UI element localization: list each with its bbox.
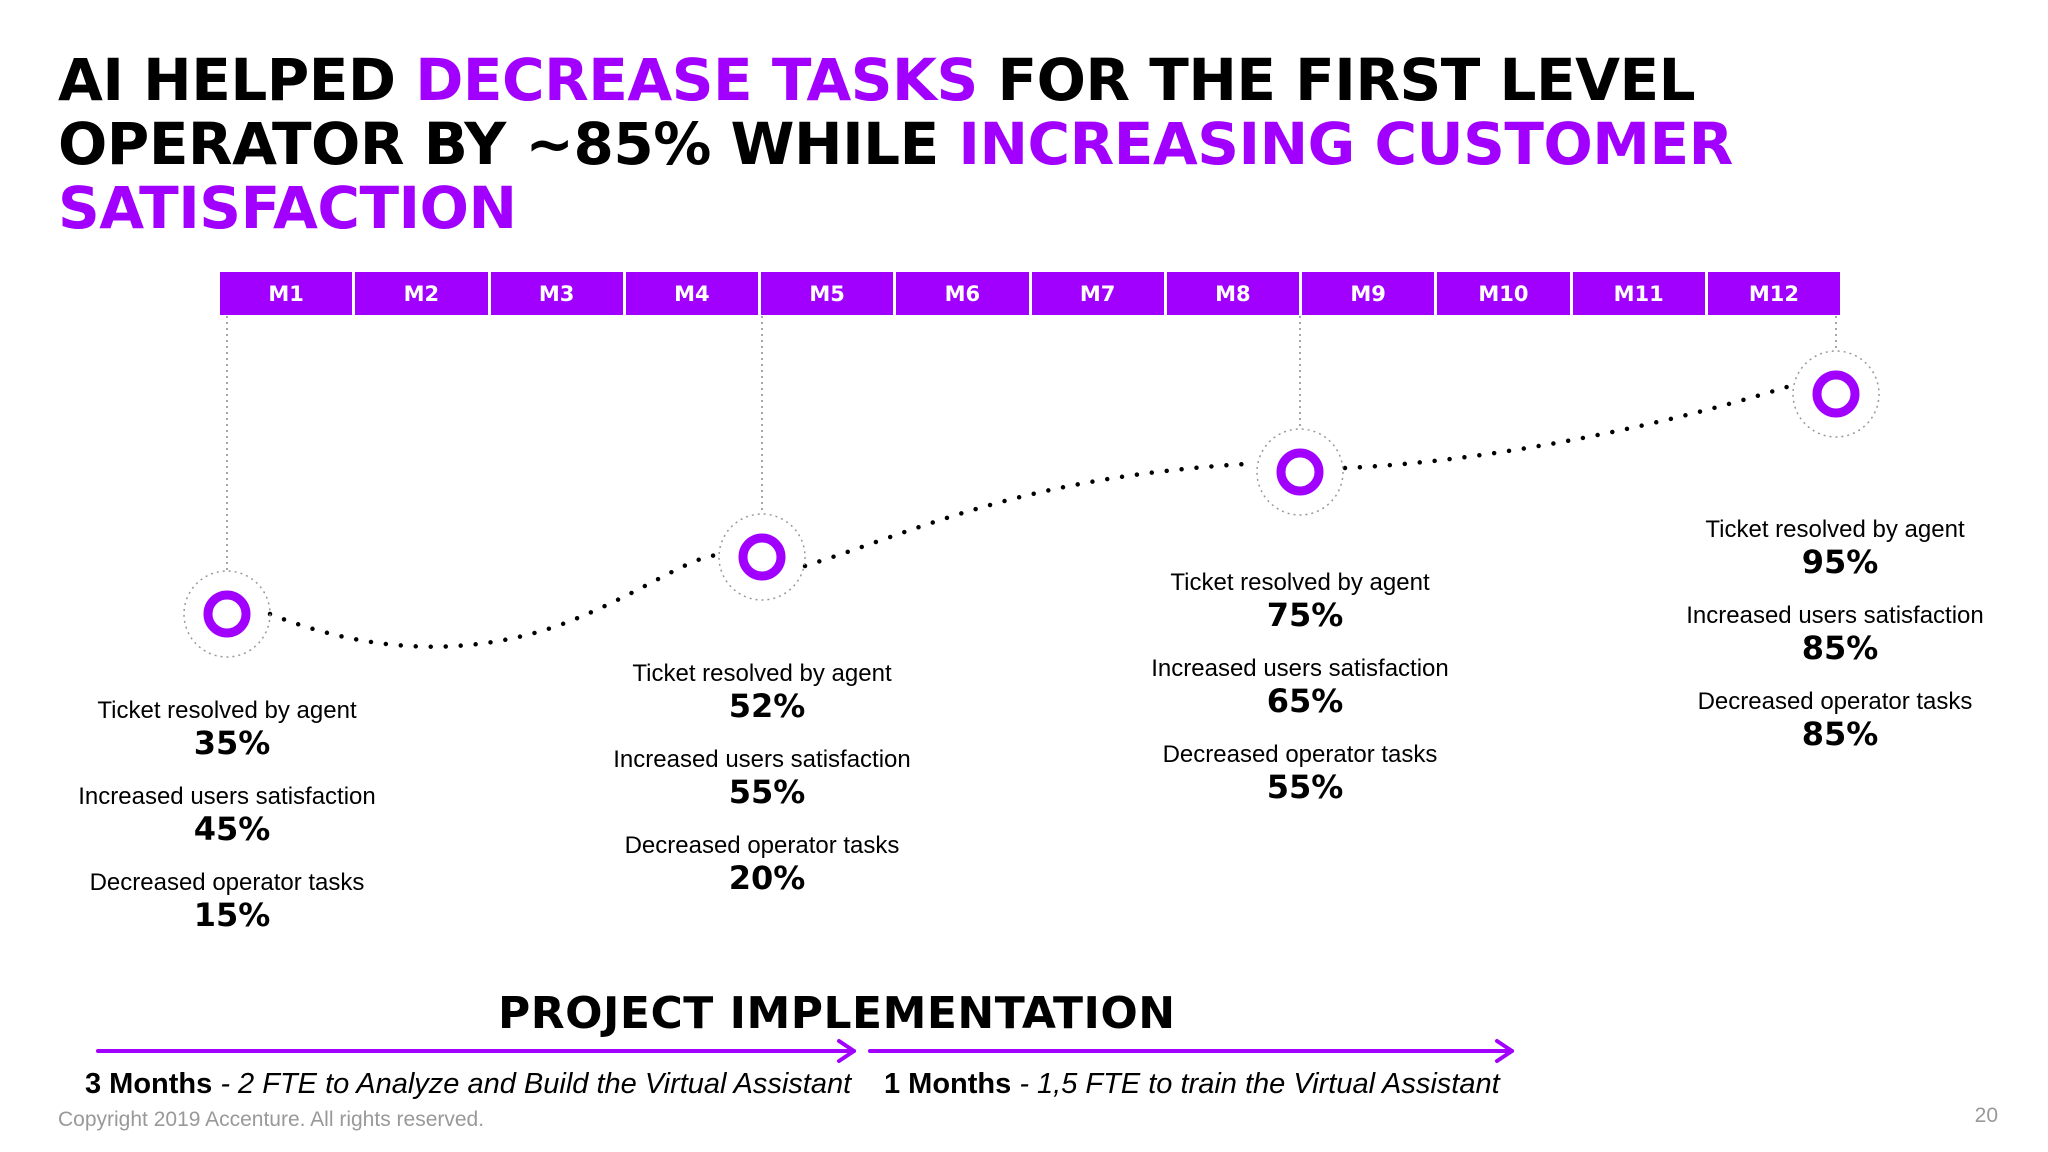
title-highlight-decrease-tasks: DECREASE TASKS: [415, 46, 978, 114]
month-m5: M5: [758, 272, 894, 315]
stat-operator-tasks: Decreased operator tasks 20%: [552, 832, 972, 896]
stat-label: Increased users satisfaction: [1151, 655, 1449, 682]
month-m4: M4: [622, 272, 758, 315]
project-implementation-title: PROJECT IMPLEMENTATION: [498, 988, 1176, 1039]
phase-2-caption: 1 Months - 1,5 FTE to train the Virtual …: [884, 1068, 1500, 1101]
stat-label: Ticket resolved by agent: [97, 697, 357, 724]
phase-arrow-2-head: [1495, 1039, 1514, 1063]
stat-value: 45%: [193, 810, 271, 848]
slide-title: AI HELPED DECREASE TASKS FOR THE FIRST L…: [58, 48, 2018, 240]
title-part-3: FOR THE FIRST LEVEL OPERATOR BY ~85% WHI…: [58, 46, 1696, 178]
month-m10: M10: [1434, 272, 1570, 315]
stat-label: Ticket resolved by agent: [1705, 516, 1965, 543]
stat-label: Increased users satisfaction: [1686, 602, 1984, 629]
title-part-1: AI HELPED: [58, 46, 416, 114]
stat-value: 75%: [1266, 596, 1344, 634]
phase-2-description: - 1,5 FTE to train the Virtual Assistant: [1011, 1068, 1500, 1100]
milestone-stats-m1: Ticket resolved by agent 35% Increased u…: [17, 697, 437, 955]
month-m8: M8: [1163, 272, 1299, 315]
month-m6: M6: [893, 272, 1029, 315]
month-m3: M3: [487, 272, 623, 315]
month-m7: M7: [1028, 272, 1164, 315]
stat-ticket-resolved: Ticket resolved by agent 75%: [1090, 569, 1510, 633]
stat-ticket-resolved: Ticket resolved by agent 35%: [17, 697, 437, 761]
month-m12: M12: [1704, 272, 1840, 315]
stat-label: Decreased operator tasks: [1697, 688, 1973, 715]
title-highlight-increasing-satisfaction: INCREASING CUSTOMER SATISFACTION: [58, 110, 1733, 242]
stat-label: Ticket resolved by agent: [632, 660, 892, 687]
milestone-marker-m12: [1792, 350, 1880, 438]
stat-operator-tasks: Decreased operator tasks 85%: [1625, 688, 2045, 752]
page-number: 20: [1974, 1104, 1998, 1127]
stat-users-satisfaction: Increased users satisfaction 65%: [1090, 655, 1510, 719]
stat-value: 35%: [193, 724, 271, 762]
milestone-stats-m9: Ticket resolved by agent 75% Increased u…: [1090, 569, 1510, 827]
month-bar: M1 M2 M3 M4 M5 M6 M7 M8 M9 M10 M11 M12: [220, 272, 1840, 315]
stat-value: 85%: [1801, 629, 1879, 667]
progress-curve: [267, 383, 1793, 649]
stat-users-satisfaction: Increased users satisfaction 85%: [1625, 602, 2045, 666]
stat-ticket-resolved: Ticket resolved by agent 95%: [1625, 516, 2045, 580]
phase-1-caption: 3 Months - 2 FTE to Analyze and Build th…: [85, 1068, 851, 1101]
phase-1-duration: 3 Months: [85, 1068, 213, 1100]
stat-users-satisfaction: Increased users satisfaction 45%: [17, 783, 437, 847]
milestone-marker-m1: [183, 570, 271, 658]
stat-label: Increased users satisfaction: [78, 783, 376, 810]
month-m9: M9: [1299, 272, 1435, 315]
stat-label: Decreased operator tasks: [89, 869, 365, 896]
stat-value: 55%: [728, 773, 806, 811]
milestone-stats-m4: Ticket resolved by agent 52% Increased u…: [552, 660, 972, 918]
stat-value: 95%: [1801, 543, 1879, 581]
stat-operator-tasks: Decreased operator tasks 55%: [1090, 741, 1510, 805]
month-m11: M11: [1569, 272, 1705, 315]
stat-value: 52%: [728, 687, 806, 725]
month-m1: M1: [220, 272, 353, 315]
phase-1-description: - 2 FTE to Analyze and Build the Virtual…: [212, 1068, 852, 1100]
stat-value: 85%: [1801, 715, 1879, 753]
stat-label: Ticket resolved by agent: [1170, 569, 1430, 596]
stat-value: 55%: [1266, 768, 1344, 806]
milestone-marker-m4: [718, 513, 806, 601]
stat-operator-tasks: Decreased operator tasks 15%: [17, 869, 437, 933]
phase-2-duration: 1 Months: [884, 1068, 1012, 1100]
stat-ticket-resolved: Ticket resolved by agent 52%: [552, 660, 972, 724]
stat-value: 15%: [193, 896, 271, 934]
phase-arrow-1-head: [837, 1039, 856, 1063]
milestone-marker-m9: [1256, 428, 1344, 516]
stat-value: 20%: [728, 859, 806, 897]
stat-users-satisfaction: Increased users satisfaction 55%: [552, 746, 972, 810]
milestone-stats-m12: Ticket resolved by agent 95% Increased u…: [1625, 516, 2045, 774]
stat-label: Decreased operator tasks: [1162, 741, 1438, 768]
stat-value: 65%: [1266, 682, 1344, 720]
stat-label: Increased users satisfaction: [613, 746, 911, 773]
stat-label: Decreased operator tasks: [624, 832, 900, 859]
copyright-notice: Copyright 2019 Accenture. All rights res…: [58, 1108, 485, 1131]
month-m2: M2: [352, 272, 488, 315]
